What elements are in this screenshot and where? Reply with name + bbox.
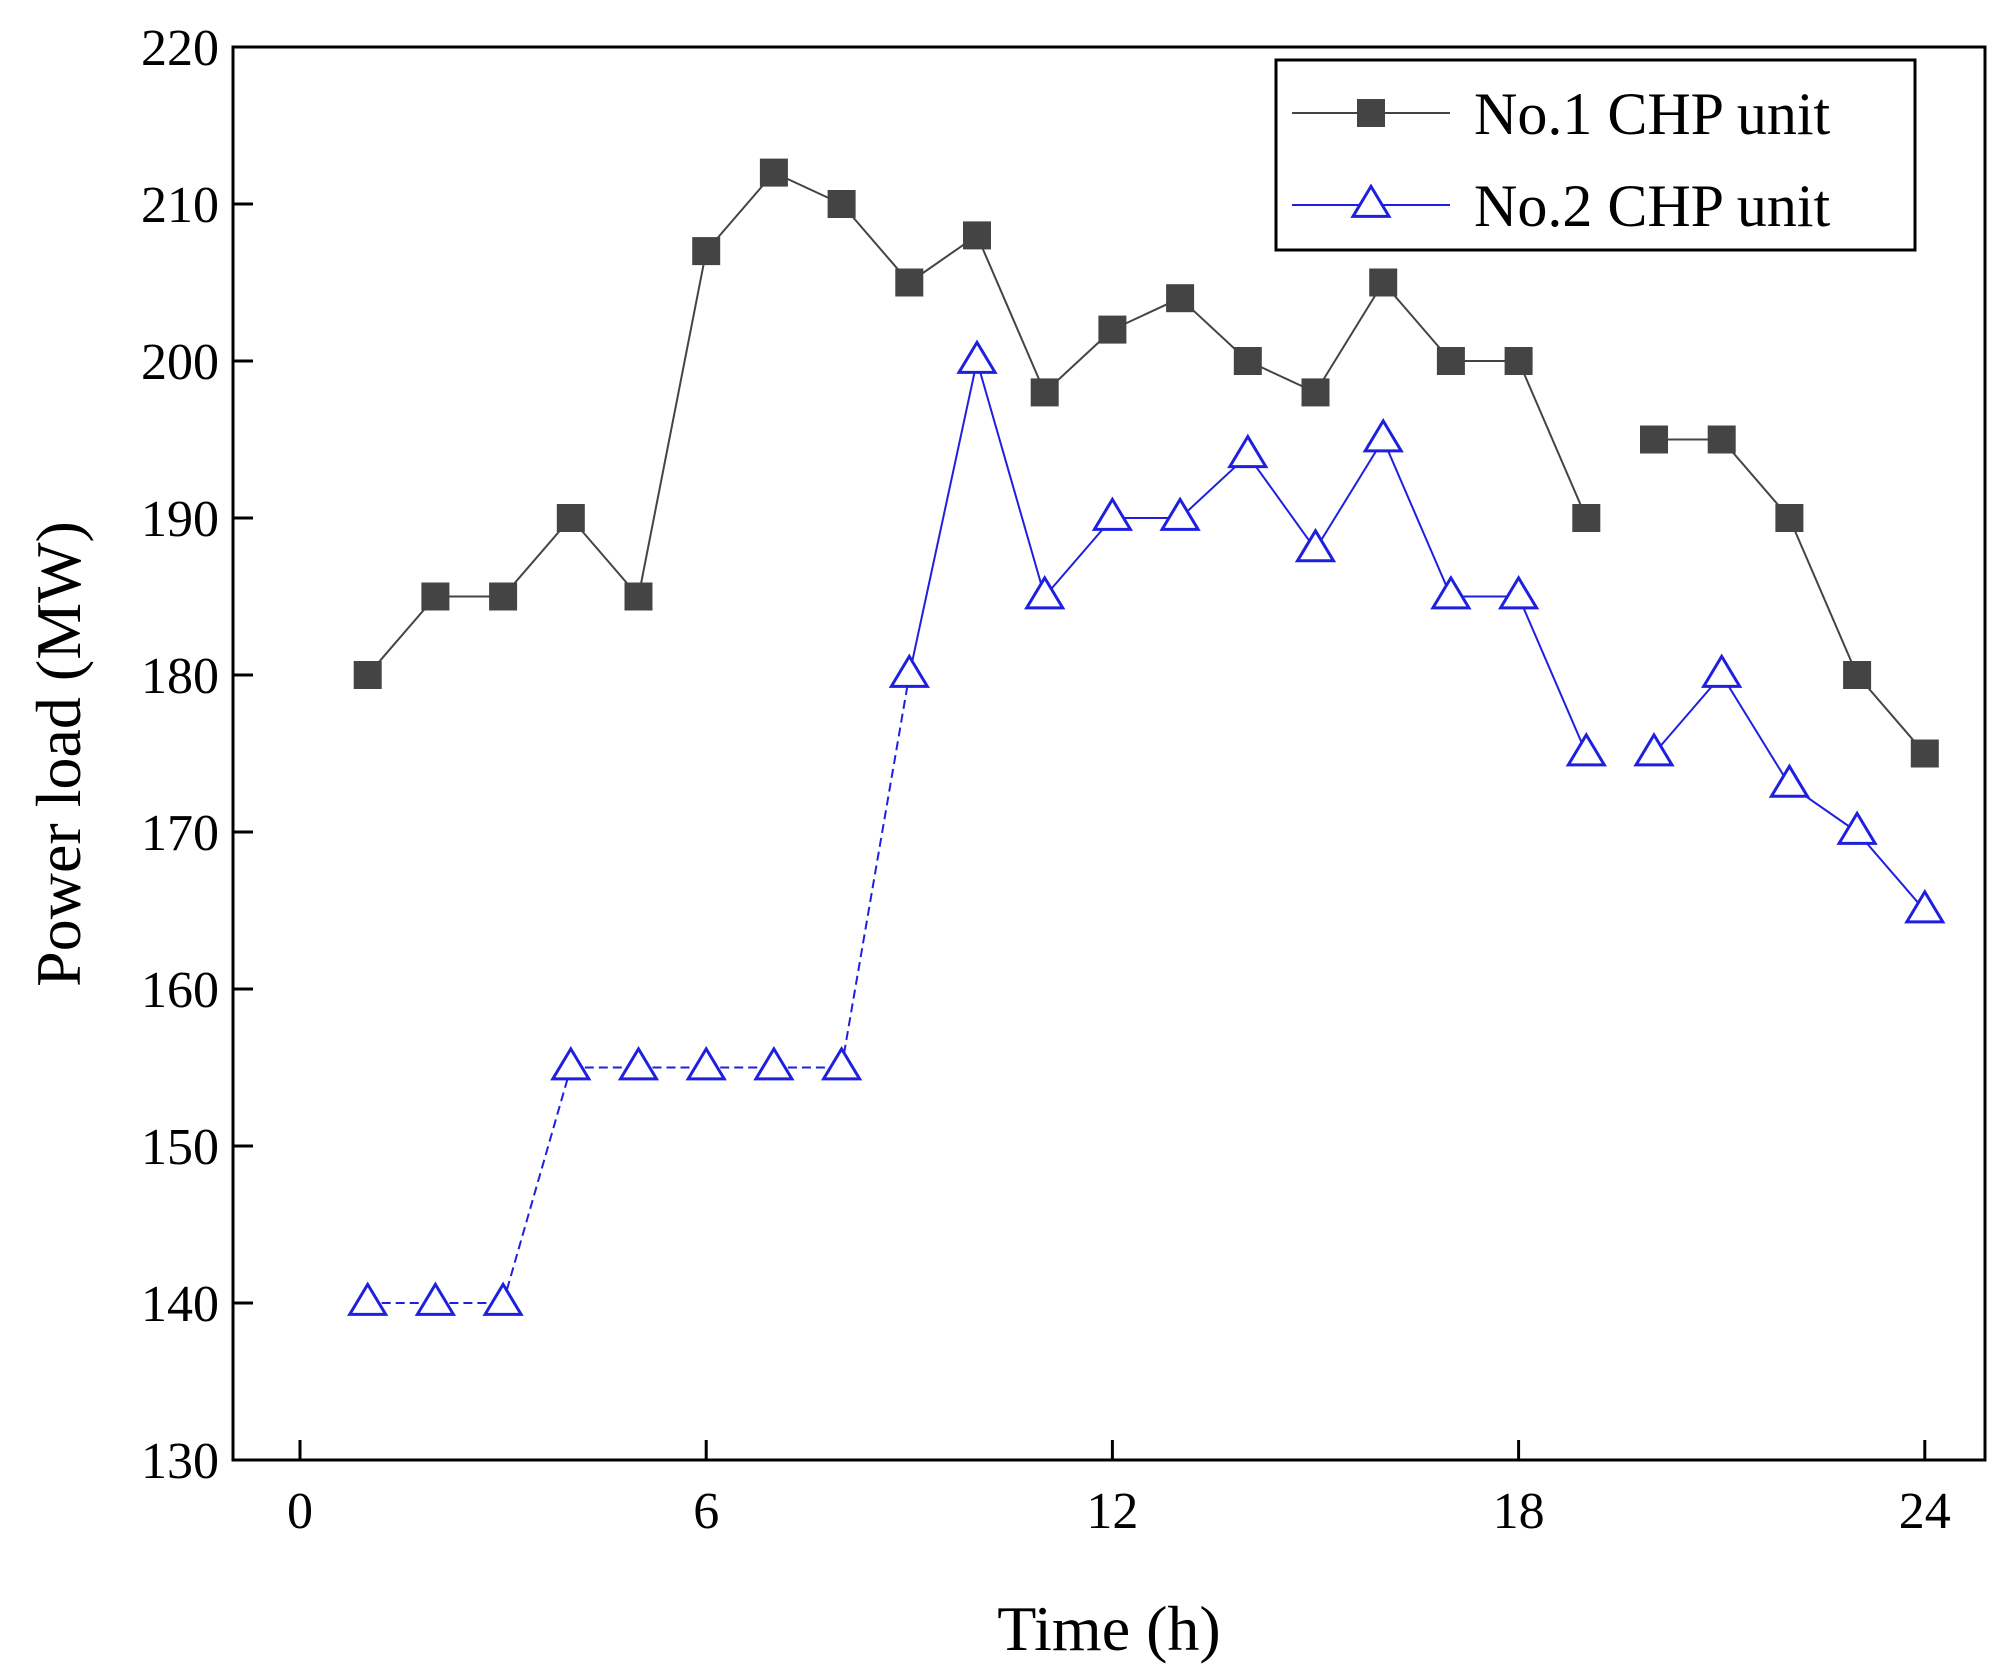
- series-2-segment-10: [976, 360, 1046, 597]
- series-2-point-4: [550, 1045, 592, 1081]
- series-1-point-12: [1098, 315, 1127, 344]
- y-tick-label-180: 180: [141, 648, 219, 705]
- series-1-point-14: [1233, 347, 1262, 375]
- legend: No.1 CHP unit No.2 CHP unit: [1274, 58, 1917, 252]
- y-tick-label-190: 190: [141, 491, 219, 548]
- legend-box: [1274, 58, 1917, 252]
- x-tick-label-12: 12: [1086, 1483, 1138, 1540]
- series-2-segment-15: [1314, 438, 1385, 550]
- x-tick-label-0: 0: [287, 1483, 313, 1540]
- series-1-point-4: [556, 504, 585, 532]
- y-tick-label-170: 170: [141, 805, 219, 862]
- series-1-point-13: [1166, 284, 1195, 313]
- plot-frame: [231, 45, 1987, 1462]
- y-tick-label-210: 210: [141, 177, 219, 234]
- series-2-point-10: [956, 339, 998, 374]
- legend-entries: No.1 CHP unit No.2 CHP unit: [1292, 81, 1830, 239]
- series-2-point-23: [1836, 810, 1878, 845]
- series-2-point-9: [888, 653, 930, 688]
- series-2-point-18: [1497, 574, 1540, 610]
- series-2-point-6: [685, 1045, 727, 1081]
- legend-marker-1: [1357, 99, 1385, 127]
- y-tick-label-140: 140: [141, 1276, 219, 1333]
- series-2-segment-9: [908, 360, 978, 676]
- series-2-point-11: [1024, 574, 1066, 610]
- series-2-point-15: [1294, 527, 1337, 563]
- series-2-point-16: [1362, 417, 1404, 453]
- series-1-segment-18: [1517, 360, 1588, 519]
- y-tick-label-150: 150: [141, 1119, 219, 1176]
- series-1-point-3: [489, 582, 518, 611]
- series-2-segment-16: [1382, 439, 1452, 597]
- series-1-segment-5: [637, 250, 708, 597]
- series-2-point-3: [482, 1281, 524, 1316]
- series-2: [347, 339, 1946, 1316]
- series-1-point-11: [1030, 378, 1059, 407]
- series-1-point-18: [1504, 347, 1533, 375]
- series-2-point-22: [1768, 763, 1811, 798]
- series-2-segment-8: [840, 674, 911, 1068]
- series-2-point-5: [617, 1045, 660, 1081]
- series-2-point-1: [347, 1281, 389, 1316]
- x-tick-label-6: 6: [693, 1483, 719, 1540]
- series-2-segment-21: [1720, 674, 1791, 786]
- y-axis-title: Power load (MW): [23, 521, 94, 987]
- series-1-segment-22: [1788, 517, 1859, 676]
- series-2-segment-23: [1856, 831, 1926, 912]
- series-2-point-20: [1633, 731, 1675, 767]
- series-2-segment-20: [1653, 674, 1723, 755]
- series-2-segment-14: [1246, 454, 1317, 550]
- series-1-point-23: [1843, 661, 1872, 689]
- series-1-point-5: [624, 582, 653, 611]
- series-1-point-17: [1436, 347, 1465, 375]
- series-2-segment-18: [1517, 596, 1588, 754]
- x-tick-label-24: 24: [1899, 1483, 1951, 1540]
- series-1-point-19: [1572, 504, 1601, 532]
- series-1-point-24: [1910, 739, 1939, 768]
- series-2-point-2: [414, 1281, 457, 1316]
- axis-layer: 130 140 150 160 170 180 190 200 210 220 0 6 12 18 24: [141, 20, 1951, 1540]
- legend-label-1: No.1 CHP unit: [1474, 81, 1830, 147]
- series-1-point-7: [759, 158, 788, 187]
- y-tick-label-160: 160: [141, 962, 219, 1019]
- series-2-point-19: [1565, 731, 1607, 767]
- series-1-segment-15: [1314, 281, 1385, 393]
- series-1-point-8: [827, 190, 856, 218]
- y-tick-label-200: 200: [141, 334, 219, 391]
- series-1-point-15: [1301, 378, 1330, 407]
- series-1-segment-10: [976, 235, 1046, 393]
- series-1-point-1: [353, 661, 382, 689]
- series-1-point-20: [1640, 425, 1668, 454]
- series-1-point-10: [963, 221, 991, 250]
- series-1-point-2: [421, 582, 450, 611]
- series-layer: [347, 158, 1946, 1316]
- series-2-point-13: [1159, 496, 1201, 531]
- series-2-point-7: [753, 1045, 795, 1081]
- series-2-segment-3: [502, 1067, 572, 1304]
- series-1-point-22: [1775, 504, 1804, 532]
- series-2-point-8: [820, 1045, 863, 1081]
- x-tick-label-18: 18: [1493, 1483, 1545, 1540]
- series-1-point-9: [895, 268, 924, 297]
- legend-label-2: No.2 CHP unit: [1474, 173, 1830, 239]
- series-2-point-17: [1430, 574, 1472, 610]
- legend-marker-2: [1350, 183, 1392, 218]
- y-tick-label-130: 130: [141, 1433, 219, 1490]
- y-tick-label-220: 220: [141, 20, 219, 77]
- series-2-point-21: [1701, 653, 1743, 688]
- series-2-point-12: [1091, 496, 1134, 531]
- series-2-segment-11: [1043, 517, 1114, 598]
- series-2-point-14: [1227, 433, 1269, 469]
- series-1-point-6: [692, 237, 721, 266]
- series-1: [353, 158, 1939, 768]
- series-1-point-16: [1369, 268, 1398, 297]
- series-2-point-24: [1904, 888, 1946, 924]
- x-axis-title: Time (h): [997, 1593, 1220, 1664]
- series-1-point-21: [1707, 425, 1736, 454]
